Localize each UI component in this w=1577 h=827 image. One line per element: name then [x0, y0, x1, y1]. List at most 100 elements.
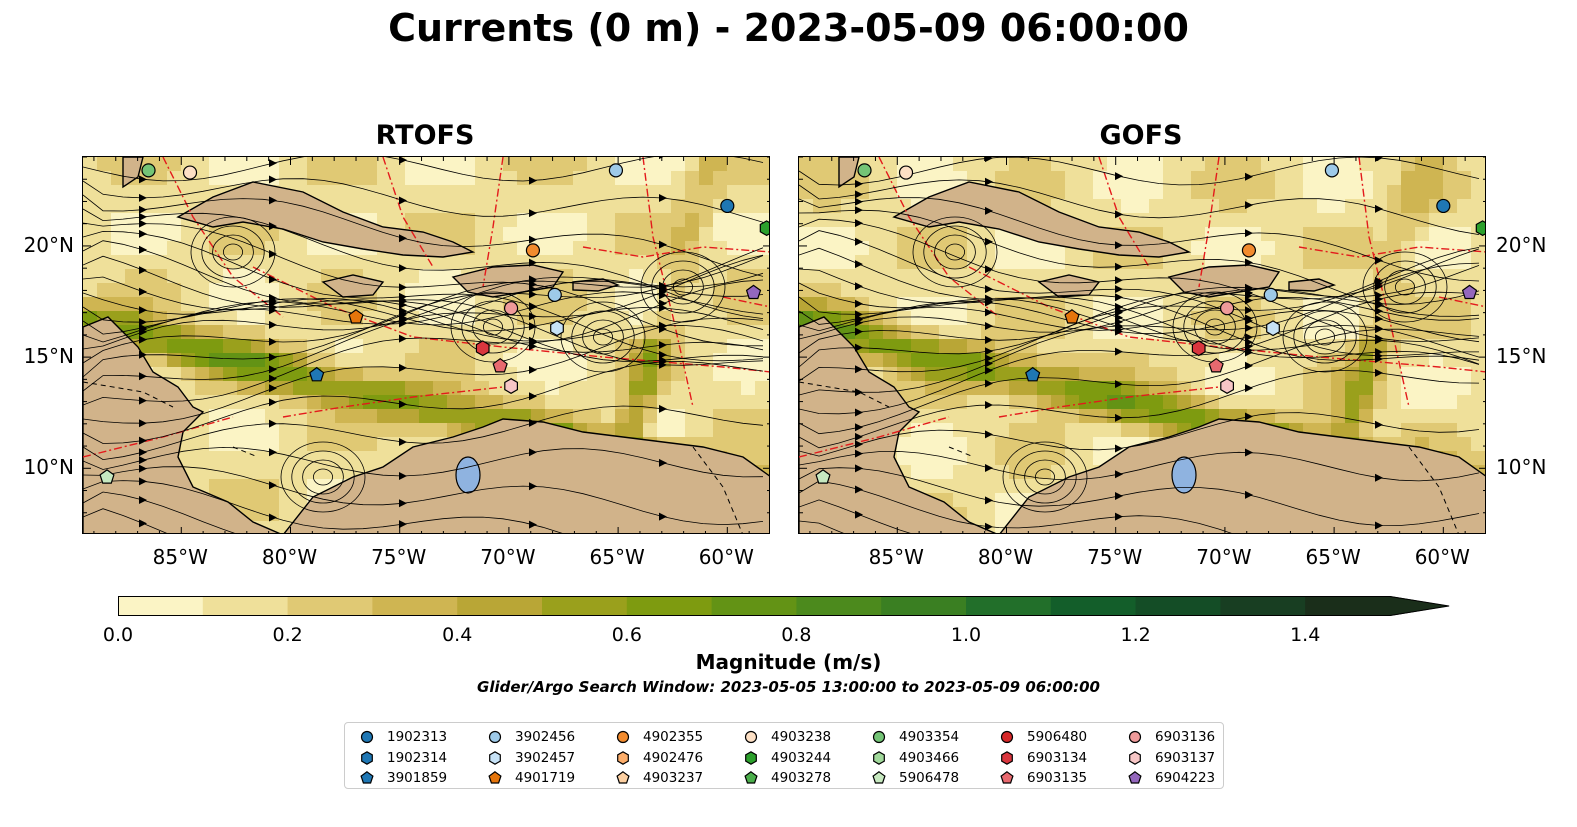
- legend-item: 4902476: [615, 748, 703, 769]
- colorbar-tick-label: 0.8: [781, 624, 812, 646]
- legend-marker-circle-icon: [616, 731, 630, 744]
- colorbar-bin: [457, 596, 543, 616]
- legend-label: 5906480: [1027, 729, 1088, 746]
- legend-label: 4903466: [899, 749, 960, 766]
- colorbar-bin: [1135, 596, 1221, 616]
- lon-tick-label: 80°W: [977, 545, 1034, 569]
- float-marker-6903135: [1208, 357, 1224, 373]
- float-marker-3902457: [550, 320, 564, 337]
- legend-marker-hexagon-icon: [617, 750, 629, 765]
- colorbar-tick-label: 0.0: [102, 624, 134, 646]
- legend-label: 4903244: [771, 749, 832, 766]
- float-marker-5906478: [99, 469, 115, 484]
- float-marker-6904223: [745, 284, 762, 300]
- float-marker-4902355: [525, 243, 541, 258]
- float-marker-3902457: [1266, 320, 1280, 337]
- panel-title-gofs: GOFS: [1099, 120, 1183, 151]
- legend-item: 4902355: [615, 727, 703, 748]
- float-marker-4903354: [857, 163, 872, 178]
- legend-item: 6903135: [999, 768, 1087, 789]
- legend-item: 4901719: [487, 768, 575, 789]
- lon-tick-label: 70°W: [480, 545, 536, 569]
- float-marker-3901859: [309, 366, 325, 382]
- colorbar-bin: [118, 596, 204, 616]
- lat-tick-label-right: 15°N: [1496, 344, 1547, 369]
- float-marker-3902456: [547, 287, 562, 302]
- legend-item: 6903136: [1127, 727, 1215, 748]
- legend-label: 6903135: [1027, 770, 1088, 787]
- float-marker-1902313: [720, 198, 735, 214]
- legend-marker-hexagon-icon: [873, 750, 885, 765]
- legend-item: 1902314: [359, 748, 447, 769]
- legend-marker-circle-icon: [1128, 731, 1142, 744]
- colorbar-bin: [287, 596, 373, 616]
- lat-tick-label-left: 15°N: [23, 344, 74, 369]
- land-mass: [838, 157, 860, 189]
- legend-item: 4903237: [615, 768, 703, 789]
- land-mass: [1037, 274, 1101, 298]
- float-marker-6903136: [503, 301, 519, 316]
- legend-item: 5906480: [999, 727, 1087, 748]
- colorbar-bin: [966, 596, 1052, 616]
- float-marker-6903137: [1220, 378, 1234, 394]
- lon-tick-label: 65°W: [1305, 545, 1361, 569]
- lon-tick-label: 85°W: [152, 545, 208, 569]
- legend-marker-pentagon-icon: [872, 771, 886, 784]
- float-marker-6903134: [475, 340, 490, 357]
- legend-marker-circle-icon: [488, 731, 502, 744]
- land-mass: [999, 418, 1485, 533]
- float-marker-4903244: [759, 220, 769, 237]
- legend-label: 6903137: [1155, 749, 1216, 766]
- legend-label: 3902456: [515, 729, 576, 746]
- float-marker-1902313: [1436, 198, 1451, 214]
- float-marker-6903135: [492, 357, 508, 373]
- legend-label: 4903238: [771, 729, 832, 746]
- legend-label: 4902476: [643, 749, 704, 766]
- legend-marker-pentagon-icon: [616, 771, 630, 784]
- colorbar-bin: [1305, 596, 1391, 616]
- legend-label: 4901719: [515, 770, 576, 787]
- lon-tick-label: 65°W: [589, 545, 645, 569]
- legend-item: 6903134: [999, 748, 1087, 769]
- colorbar-bin: [711, 596, 797, 616]
- legend-label: 6903134: [1027, 749, 1088, 766]
- float-marker-4903244: [1475, 220, 1485, 237]
- float-marker-4902355: [1241, 243, 1257, 258]
- colorbar-bin: [372, 596, 458, 616]
- colorbar-bin: [796, 596, 882, 616]
- colorbar-bin: [626, 596, 713, 616]
- lat-tick-label-right: 20°N: [1496, 232, 1547, 257]
- legend-column: 4902355 4902476 4903237: [615, 727, 703, 789]
- colorbar: [118, 596, 1450, 616]
- float-marker-3902456: [1263, 287, 1278, 302]
- colorbar-tick-label: 0.2: [272, 624, 303, 646]
- legend-marker-pentagon-icon: [1128, 771, 1142, 784]
- lat-tick-label-right: 10°N: [1496, 455, 1547, 480]
- legend-label: 4903237: [643, 770, 704, 787]
- colorbar-bin: [881, 596, 967, 616]
- legend-label: 4902355: [643, 729, 704, 746]
- float-marker-6903134: [1191, 340, 1206, 357]
- float-marker-6904223: [1461, 284, 1478, 300]
- lon-tick-label: 75°W: [371, 545, 427, 569]
- legend-column: 4903238 4903244 4903278: [743, 727, 831, 789]
- panel-title-rtofs: RTOFS: [375, 120, 475, 151]
- land-mass: [1288, 278, 1337, 292]
- legend-column: 4903354 4903466 5906478: [871, 727, 959, 789]
- legend-marker-hexagon-icon: [1129, 750, 1141, 765]
- legend-item: 3902457: [487, 748, 575, 769]
- lon-tick-label: 85°W: [868, 545, 924, 569]
- lon-tick-label: 60°W: [1414, 545, 1470, 569]
- legend-item: 5906478: [871, 768, 959, 789]
- legend-marker-hexagon-icon: [489, 750, 501, 765]
- float-marker-4903238: [898, 165, 914, 180]
- float-marker-4903238: [182, 165, 198, 180]
- float-marker-4903354: [141, 163, 156, 178]
- figure-title: Currents (0 m) - 2023-05-09 06:00:00: [388, 6, 1189, 50]
- lon-tick-label: 60°W: [698, 545, 754, 569]
- legend-marker-hexagon-icon: [1001, 750, 1013, 765]
- colorbar-tick-label: 0.6: [611, 624, 642, 646]
- float-marker-5906478: [815, 469, 831, 484]
- legend-item: 4903238: [743, 727, 831, 748]
- legend-marker-hexagon-icon: [745, 750, 757, 765]
